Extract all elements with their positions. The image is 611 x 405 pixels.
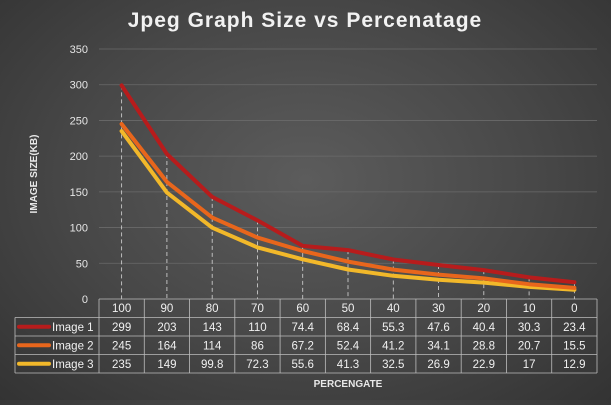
data-label: 299 [112, 322, 131, 334]
y-axis-label: IMAGE SIZE(KB) [29, 135, 40, 214]
data-label: 55.6 [292, 359, 314, 371]
data-label: 235 [112, 359, 131, 371]
legend-label: Image 2 [52, 340, 94, 352]
data-label: 110 [248, 322, 266, 334]
data-label: 30.3 [518, 322, 540, 334]
data-label: 86 [251, 340, 264, 352]
x-tick-label: 40 [387, 303, 400, 315]
y-tick-label: 300 [70, 80, 88, 92]
x-tick-label: 0 [571, 303, 577, 315]
data-label: 55.3 [382, 322, 404, 334]
y-tick-label: 150 [70, 187, 88, 199]
data-label: 245 [112, 340, 131, 352]
y-tick-label: 100 [70, 223, 88, 235]
y-tick-label: 50 [76, 258, 88, 270]
y-tick-label: 0 [82, 294, 88, 306]
chart-title: Jpeg Graph Size vs Percenatage [128, 9, 482, 32]
y-tick-label: 200 [70, 151, 88, 163]
data-label: 34.1 [427, 340, 449, 352]
data-label: 143 [203, 322, 222, 334]
data-label: 52.4 [337, 340, 360, 352]
data-label: 26.9 [427, 359, 449, 371]
data-label: 68.4 [337, 322, 360, 334]
x-tick-label: 70 [251, 303, 264, 315]
data-label: 74.4 [292, 322, 315, 334]
data-label: 67.2 [292, 340, 314, 352]
data-label: 40.4 [473, 322, 496, 334]
data-label: 164 [157, 340, 177, 352]
y-tick-label: 250 [70, 115, 88, 127]
data-label: 17 [523, 359, 536, 371]
data-label: 72.3 [246, 359, 268, 371]
data-label: 99.8 [201, 359, 223, 371]
x-tick-label: 50 [342, 303, 355, 315]
x-tick-label: 30 [432, 303, 445, 315]
data-label: 47.6 [427, 322, 449, 334]
x-tick-label: 90 [161, 303, 174, 315]
data-label: 12.9 [563, 359, 585, 371]
x-tick-label: 100 [112, 303, 131, 315]
x-axis-label: PERCENGATE [314, 379, 383, 390]
data-label: 203 [157, 322, 176, 334]
legend-label: Image 3 [52, 359, 94, 371]
data-label: 15.5 [563, 340, 585, 352]
x-tick-label: 80 [206, 303, 219, 315]
y-tick-label: 350 [70, 44, 88, 56]
x-tick-label: 10 [523, 303, 536, 315]
data-label: 41.3 [337, 359, 359, 371]
data-label: 149 [157, 359, 176, 371]
data-label: 20.7 [518, 340, 540, 352]
x-tick-label: 20 [477, 303, 490, 315]
data-label: 114 [203, 340, 222, 352]
x-tick-label: 60 [296, 303, 309, 315]
data-label: 23.4 [563, 322, 586, 334]
data-label: 41.2 [382, 340, 404, 352]
data-label: 32.5 [382, 359, 404, 371]
data-label: 22.9 [473, 359, 495, 371]
legend-label: Image 1 [52, 322, 94, 334]
data-label: 28.8 [473, 340, 495, 352]
